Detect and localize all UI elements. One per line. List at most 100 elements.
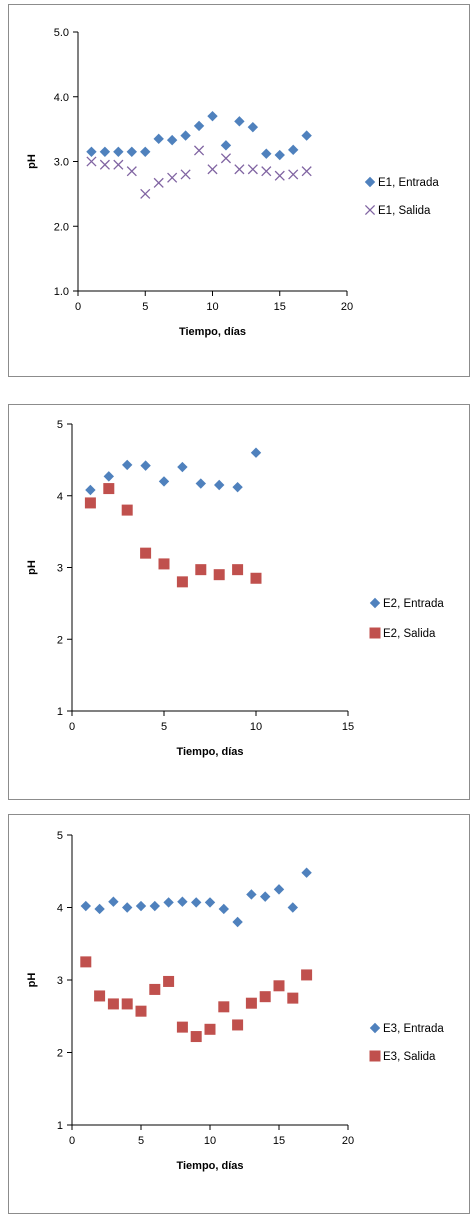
data-point bbox=[140, 547, 152, 559]
chart-panel-e2: 0 5 10 15 1 2 3 4 5 Tiempo, días pH E2, Entrada E2, … bbox=[8, 404, 470, 800]
y-tick-label: 1.0 bbox=[54, 286, 69, 298]
x-tick-label: 5 bbox=[142, 301, 148, 313]
data-point bbox=[176, 1021, 188, 1033]
data-point bbox=[86, 146, 97, 157]
data-point bbox=[288, 169, 299, 180]
data-point bbox=[301, 969, 313, 981]
data-point bbox=[135, 1005, 147, 1017]
data-point bbox=[121, 504, 133, 516]
data-point bbox=[166, 134, 178, 146]
data-point bbox=[301, 166, 312, 177]
y-tick-label: 4.0 bbox=[54, 92, 69, 104]
legend-marker bbox=[369, 627, 381, 639]
data-point bbox=[273, 980, 285, 992]
data-point bbox=[218, 1001, 230, 1013]
data-point bbox=[86, 156, 97, 167]
x-tick-label: 15 bbox=[274, 301, 286, 313]
data-point bbox=[246, 889, 257, 900]
data-point bbox=[232, 481, 243, 493]
data-point bbox=[149, 983, 161, 995]
x-tick-label: 10 bbox=[204, 1135, 216, 1147]
data-point bbox=[140, 460, 151, 471]
data-point bbox=[232, 916, 243, 928]
x-tick-label: 15 bbox=[342, 721, 354, 733]
data-point bbox=[163, 975, 175, 987]
y-axis-title: pH bbox=[26, 154, 38, 169]
chart-panel-e1: 0 5 10 15 20 1.0 2.0 3.0 4.0 5.0 Tiempo, días pH E1,… bbox=[8, 4, 470, 377]
data-point bbox=[85, 484, 96, 496]
x-tick-label: 0 bbox=[69, 1135, 75, 1147]
data-point bbox=[140, 188, 151, 199]
data-point bbox=[214, 479, 225, 491]
x-tick-label: 10 bbox=[206, 301, 218, 313]
y-tick-label: 5 bbox=[57, 830, 63, 842]
legend-marker bbox=[369, 1050, 381, 1062]
x-tick-label: 0 bbox=[75, 301, 81, 313]
data-point bbox=[245, 997, 257, 1009]
y-tick-label: 5 bbox=[57, 419, 63, 431]
data-point bbox=[176, 576, 188, 588]
data-point bbox=[153, 133, 164, 145]
data-point bbox=[113, 159, 124, 170]
legend-marker bbox=[369, 1022, 381, 1034]
data-point bbox=[80, 956, 92, 968]
legend-marker bbox=[364, 176, 376, 188]
y-tick-label: 2 bbox=[57, 634, 63, 646]
data-point bbox=[94, 990, 106, 1002]
data-point bbox=[234, 116, 245, 127]
data-point bbox=[163, 897, 174, 908]
data-point bbox=[301, 130, 312, 141]
data-point bbox=[193, 145, 205, 156]
y-tick-label: 3 bbox=[57, 975, 63, 987]
chart-e2: 0 5 10 15 1 2 3 4 5 Tiempo, días pH E2, Entrada E2, … bbox=[26, 419, 444, 758]
data-point bbox=[190, 1031, 202, 1043]
data-point bbox=[301, 867, 312, 878]
data-point bbox=[207, 164, 218, 175]
y-tick-label: 2 bbox=[57, 1048, 63, 1060]
y-axis-title: pH bbox=[26, 973, 38, 988]
data-point bbox=[180, 169, 191, 180]
data-point bbox=[220, 153, 232, 164]
series-E2, Salida bbox=[84, 483, 262, 588]
series-E2, Entrada bbox=[85, 447, 262, 496]
x-tick-label: 10 bbox=[250, 721, 262, 733]
y-tick-label: 2.0 bbox=[54, 221, 69, 233]
data-point bbox=[288, 144, 299, 156]
data-point bbox=[261, 148, 272, 159]
data-point bbox=[94, 903, 105, 915]
x-tick-label: 15 bbox=[273, 1135, 285, 1147]
data-point bbox=[191, 897, 202, 908]
series-E3, Salida bbox=[80, 956, 313, 1043]
data-point bbox=[103, 483, 115, 495]
data-point bbox=[140, 146, 151, 157]
y-axis-title: pH bbox=[26, 560, 38, 575]
data-point bbox=[80, 900, 91, 912]
data-point bbox=[218, 903, 229, 915]
data-point bbox=[84, 497, 96, 509]
data-point bbox=[247, 164, 258, 175]
data-point bbox=[99, 159, 110, 170]
data-point bbox=[259, 991, 271, 1003]
data-point bbox=[204, 1023, 216, 1035]
data-point bbox=[213, 569, 225, 581]
x-tick-label: 20 bbox=[341, 301, 353, 313]
data-point bbox=[193, 120, 205, 132]
data-point bbox=[204, 897, 216, 908]
data-point bbox=[274, 170, 285, 181]
x-tick-label: 5 bbox=[138, 1135, 144, 1147]
x-axis-title: Tiempo, días bbox=[176, 1160, 243, 1172]
data-point bbox=[121, 998, 133, 1010]
data-point bbox=[195, 478, 206, 489]
data-point bbox=[177, 461, 188, 473]
data-point bbox=[122, 459, 133, 471]
data-point bbox=[126, 146, 137, 157]
y-tick-label: 1 bbox=[57, 706, 63, 718]
chart-e1: 0 5 10 15 20 1.0 2.0 3.0 4.0 5.0 Tiempo, días pH E1,… bbox=[26, 27, 439, 338]
data-point bbox=[158, 558, 170, 570]
legend-label: E1, Entrada bbox=[378, 177, 439, 189]
data-point bbox=[126, 166, 137, 177]
y-tick-label: 5.0 bbox=[54, 27, 69, 39]
x-tick-label: 5 bbox=[161, 721, 167, 733]
data-point bbox=[177, 896, 188, 907]
legend-label: E3, Entrada bbox=[383, 1023, 444, 1035]
